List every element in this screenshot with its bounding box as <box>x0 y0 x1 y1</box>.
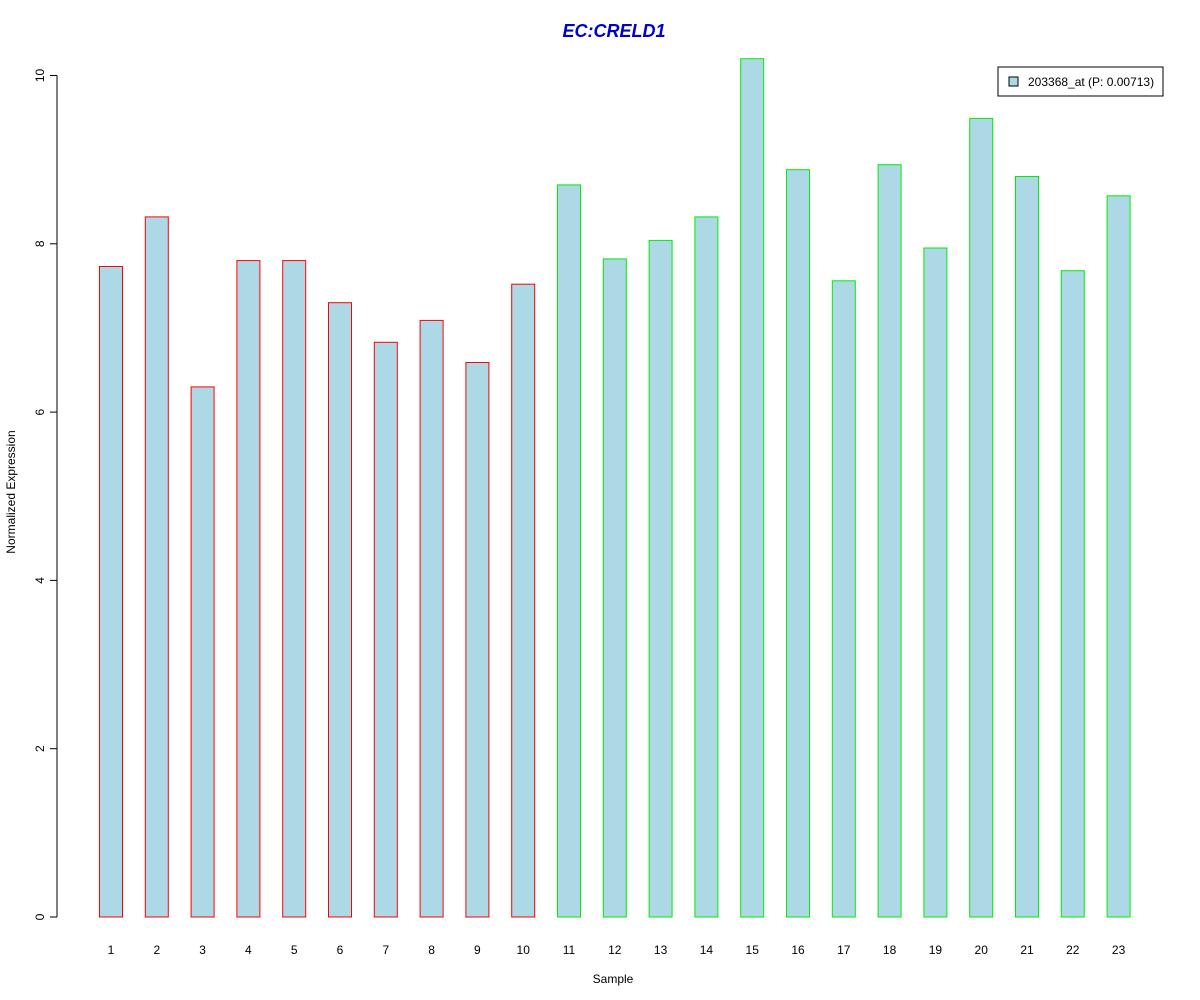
y-axis: 0 2 4 6 8 10 <box>33 69 58 920</box>
bar-sample-6 <box>328 302 352 918</box>
bar-sample-8 <box>419 319 444 918</box>
bar-sample-21 <box>1015 176 1039 918</box>
x-tick-label: 22 <box>1066 943 1080 957</box>
x-tick-label: 2 <box>153 943 160 957</box>
bar-sample-16 <box>786 169 810 918</box>
y-tick-label: 0 <box>33 913 47 920</box>
bar-sample-3 <box>190 386 215 918</box>
x-tick-label: 1 <box>108 943 115 957</box>
x-axis: 1 2 3 4 5 6 7 8 9 10 11 12 13 14 15 16 17 18 19 20 21 22 23 <box>108 943 1126 957</box>
x-tick-label: 5 <box>291 943 298 957</box>
bar-sample-23 <box>1106 195 1131 918</box>
y-axis-label: Normalized Expression <box>4 430 18 553</box>
x-tick-label: 18 <box>883 943 897 957</box>
bar-sample-13 <box>648 239 673 918</box>
x-tick-label: 7 <box>382 943 389 957</box>
bar-sample-1 <box>99 266 123 918</box>
bar-sample-9 <box>465 362 490 918</box>
bars <box>99 58 1131 918</box>
bar-sample-19 <box>923 247 948 918</box>
bar-sample-5 <box>282 260 307 918</box>
x-tick-label: 12 <box>608 943 622 957</box>
x-axis-label: Sample <box>593 972 634 986</box>
x-tick-label: 23 <box>1112 943 1126 957</box>
bar-sample-4 <box>236 260 261 918</box>
x-tick-label: 17 <box>837 943 851 957</box>
bar-sample-10 <box>511 283 536 918</box>
x-tick-label: 13 <box>654 943 668 957</box>
chart-title: EC:CRELD1 <box>562 21 665 41</box>
bar-sample-22 <box>1060 270 1085 918</box>
x-tick-label: 9 <box>474 943 481 957</box>
bar-sample-20 <box>969 117 994 918</box>
x-tick-label: 20 <box>975 943 989 957</box>
legend-box <box>997 66 1164 97</box>
bar-sample-12 <box>602 258 627 918</box>
x-tick-label: 8 <box>428 943 435 957</box>
y-tick-label: 10 <box>33 69 47 83</box>
x-tick-label: 3 <box>199 943 206 957</box>
x-tick-label: 4 <box>245 943 252 957</box>
y-tick-label: 2 <box>33 745 47 752</box>
legend: 203368_at (P: 0.00713) <box>997 66 1164 97</box>
x-tick-label: 10 <box>517 943 531 957</box>
x-tick-label: 19 <box>929 943 943 957</box>
x-tick-label: 11 <box>563 943 576 957</box>
bar-sample-2 <box>144 216 169 918</box>
legend-label: 203368_at (P: 0.00713) <box>1028 75 1154 89</box>
bar-sample-11 <box>557 184 581 918</box>
x-tick-label: 15 <box>746 943 760 957</box>
bar-sample-7 <box>373 341 398 918</box>
legend-swatch <box>1008 76 1019 87</box>
bar-sample-14 <box>694 216 719 918</box>
x-tick-label: 21 <box>1020 943 1034 957</box>
x-tick-label: 16 <box>791 943 805 957</box>
x-tick-label: 14 <box>700 943 714 957</box>
bar-sample-17 <box>831 280 856 918</box>
y-tick-label: 6 <box>33 408 47 415</box>
y-tick-label: 8 <box>33 240 47 247</box>
y-tick-label: 4 <box>33 577 47 584</box>
bar-sample-15 <box>740 58 765 918</box>
bar-sample-18 <box>877 164 902 918</box>
x-tick-label: 6 <box>337 943 344 957</box>
